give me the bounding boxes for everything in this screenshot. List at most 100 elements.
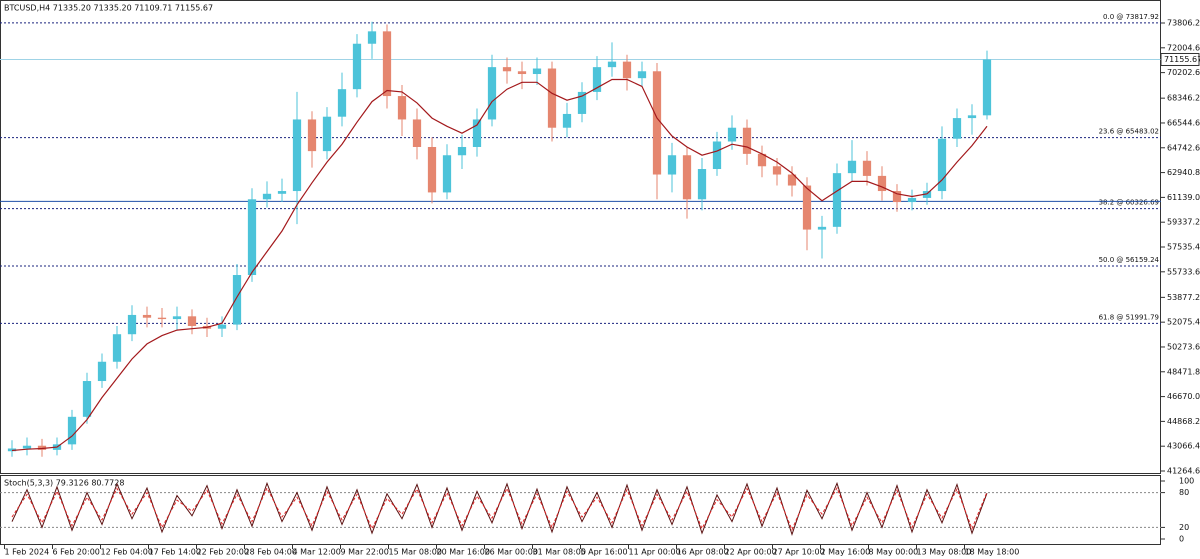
y-tick-label: 64742.60 xyxy=(1167,143,1200,152)
candle-body xyxy=(832,173,842,227)
candle-body xyxy=(877,175,887,192)
candle-body xyxy=(772,166,782,175)
candle-body xyxy=(472,119,482,147)
candle-body xyxy=(922,191,932,198)
candle-body xyxy=(22,445,32,449)
candle-body xyxy=(712,141,722,170)
y-tick-label: 41264.60 xyxy=(1167,466,1200,475)
x-tick-label: 20 Mar 16:00 xyxy=(437,548,490,557)
x-tick-label: 28 Feb 04:00 xyxy=(245,548,297,557)
x-tick-label: 15 Mar 08:00 xyxy=(389,548,442,557)
candle-body xyxy=(232,275,242,325)
fib-label: 23.6 @ 65483.02 xyxy=(1099,128,1159,136)
candle-body xyxy=(7,448,17,452)
y-tick-label: 55733.60 xyxy=(1167,267,1200,276)
x-tick-label: 5 Apr 16:00 xyxy=(581,548,628,557)
candle-body xyxy=(367,31,377,44)
candle-body xyxy=(907,197,917,203)
fib-label: 0.0 @ 73817.92 xyxy=(1103,13,1159,21)
y-tick-label: 66544.60 xyxy=(1167,118,1200,127)
y-tick-label: 61139.00 xyxy=(1167,193,1200,202)
candle-body xyxy=(652,71,662,175)
candle-body xyxy=(37,445,47,450)
x-tick-label: 17 Feb 14:00 xyxy=(149,548,201,557)
candle-body xyxy=(682,155,692,200)
candle-body xyxy=(757,153,767,167)
candle-body xyxy=(337,89,347,117)
y-tick-label: 20 xyxy=(1179,523,1189,532)
x-tick-label: 22 Apr 00:00 xyxy=(725,548,777,557)
x-tick-label: 1 Feb 2024 xyxy=(5,548,50,557)
candle-body xyxy=(277,191,287,194)
y-tick-label: 0 xyxy=(1179,535,1184,544)
candle-body xyxy=(547,68,557,128)
y-tick-label: 44868.20 xyxy=(1167,417,1200,426)
candle-body xyxy=(82,381,92,417)
x-tick-label: 2 May 16:00 xyxy=(821,548,871,557)
candle-body xyxy=(697,169,707,200)
candle-body xyxy=(532,68,542,75)
candle-body xyxy=(172,316,182,320)
candle-body xyxy=(622,61,632,79)
candle-body xyxy=(112,334,122,362)
y-tick-label: 57535.40 xyxy=(1167,242,1200,251)
y-tick-label: 48471.80 xyxy=(1167,367,1200,376)
stoch-line xyxy=(11,486,988,531)
y-tick-label: 70202.60 xyxy=(1167,68,1200,77)
candle-body xyxy=(742,127,752,154)
candle-body xyxy=(847,160,857,174)
y-tick-label: 73806.20 xyxy=(1167,19,1200,28)
candle-body xyxy=(412,119,422,147)
candle-body xyxy=(382,31,392,97)
y-tick-label: 62940.80 xyxy=(1167,168,1200,177)
candle-body xyxy=(487,67,497,120)
candle-body xyxy=(967,115,977,119)
x-tick-label: 18 May 18:00 xyxy=(965,548,1020,557)
x-tick-label: 4 Mar 12:00 xyxy=(293,548,341,557)
x-tick-label: 13 May 08:00 xyxy=(917,548,972,557)
x-tick-label: 11 Apr 00:00 xyxy=(629,548,681,557)
stoch-title: Stoch(5,3,3) 79.3126 80.7728 xyxy=(4,479,124,488)
y-tick-label: 50273.60 xyxy=(1167,342,1200,351)
last-price-label: 71155.67 xyxy=(1164,55,1200,64)
candle-body xyxy=(517,71,527,75)
candle-body xyxy=(457,146,467,156)
x-tick-label: 12 Feb 04:00 xyxy=(101,548,153,557)
x-tick-label: 22 Feb 20:00 xyxy=(197,548,249,557)
fib-label: 38.2 @ 60326.69 xyxy=(1099,199,1159,207)
candle-body xyxy=(157,317,167,320)
y-tick-label: 80 xyxy=(1179,488,1189,497)
candle-body xyxy=(562,113,572,128)
x-tick-label: 31 Mar 08:00 xyxy=(533,548,586,557)
candle-body xyxy=(952,118,962,139)
x-tick-label: 8 May 00:00 xyxy=(869,548,919,557)
candle-body xyxy=(427,146,437,193)
moving-average xyxy=(11,78,988,452)
candle-body xyxy=(262,193,272,200)
candle-body xyxy=(937,138,947,192)
x-tick-label: 16 Apr 08:00 xyxy=(677,548,729,557)
y-tick-label: 53877.20 xyxy=(1167,293,1200,302)
candle-body xyxy=(187,316,197,326)
x-tick-label: 26 Mar 00:00 xyxy=(485,548,538,557)
candle-body xyxy=(727,127,737,142)
candle-body xyxy=(442,155,452,193)
candle-body xyxy=(67,416,77,445)
candle-body xyxy=(577,91,587,114)
last-price-box xyxy=(1160,52,1200,66)
candle-body xyxy=(667,155,677,175)
candle-body xyxy=(142,314,152,318)
chart-title: BTCUSD,H4 71335.20 71335.20 71109.71 711… xyxy=(4,4,213,13)
candle-body xyxy=(292,119,302,192)
y-tick-label: 52075.40 xyxy=(1167,318,1200,327)
candle-body xyxy=(802,185,812,230)
candle-body xyxy=(637,71,647,79)
candle-body xyxy=(97,361,107,382)
y-tick-label: 100 xyxy=(1179,477,1194,486)
candle-body xyxy=(502,67,512,72)
candle-body xyxy=(592,67,602,92)
x-tick-label: 6 Feb 20:00 xyxy=(53,548,100,557)
candle-body xyxy=(817,226,827,230)
